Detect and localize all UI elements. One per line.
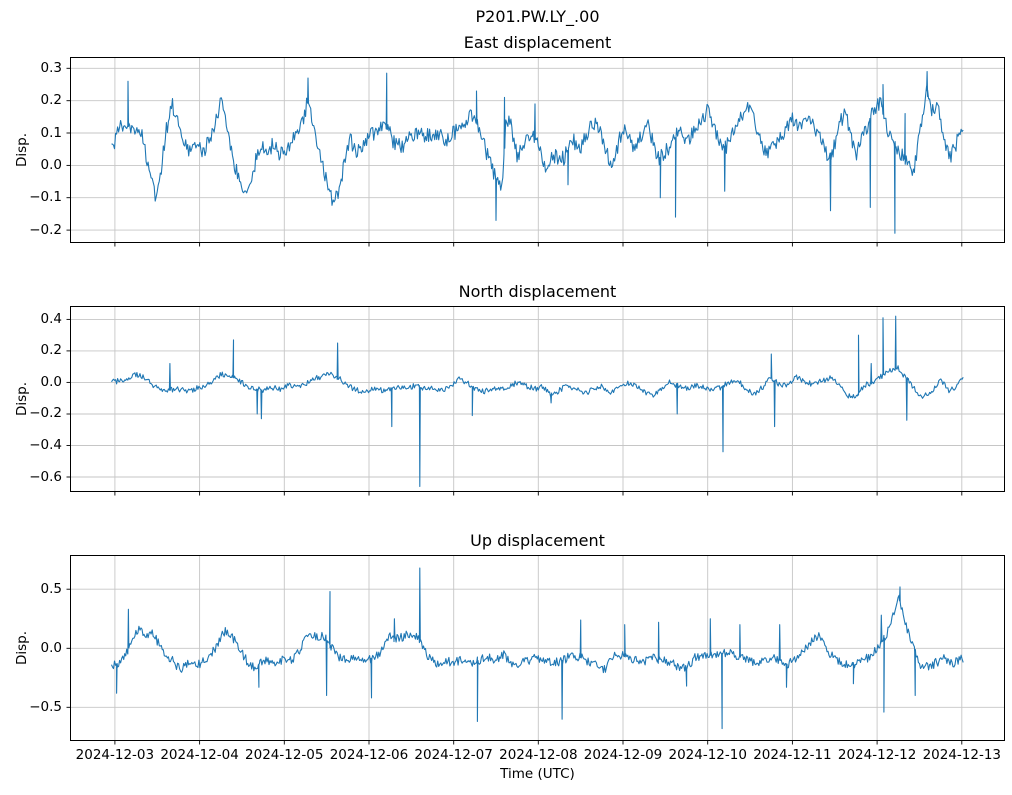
axes-border — [70, 306, 1005, 492]
subplot-east: East displacement Disp. 0.3 0.2 0.1 0.0 −0.1… — [14, 33, 1005, 247]
x-tick-label: 2024-12-09 — [583, 747, 663, 763]
subplot-title-east: East displacement — [463, 33, 612, 52]
subplot-title-up: Up displacement — [470, 531, 605, 550]
y-tick-label: 0.0 — [40, 639, 62, 656]
subplot-up: Up displacement Disp. 0.5 0.0 −0.5 2024-12-… — [14, 531, 1005, 763]
x-tick-label: 2024-12-03 — [75, 747, 155, 763]
plot-area-east — [66, 57, 1005, 247]
x-tick-label: 2024-12-05 — [245, 747, 324, 763]
figure-title: P201.PW.LY_.00 — [475, 7, 600, 26]
x-tick-label: 2024-12-04 — [160, 747, 239, 763]
plot-area-north — [66, 306, 1005, 496]
y-tick-label: 0.2 — [40, 342, 62, 359]
axes-border — [70, 555, 1005, 741]
y-tick-label: −0.4 — [29, 437, 62, 453]
y-tick-label: 0.2 — [40, 92, 62, 109]
subplot-title-north: North displacement — [458, 282, 617, 301]
x-tick-label: 2024-12-13 — [922, 747, 1002, 763]
y-tick-label: 0.3 — [40, 59, 62, 76]
x-tick-label: 2024-12-12 — [837, 747, 917, 763]
series-line — [111, 71, 964, 234]
y-tick-label: −0.5 — [29, 698, 62, 715]
y-tick-label: 0.5 — [40, 580, 62, 597]
y-tick-label: −0.6 — [29, 468, 62, 485]
subplot-north: North displacement Disp. 0.4 0.2 0.0 −0.2 −0… — [14, 282, 1005, 496]
y-tick-label: −0.1 — [29, 189, 62, 206]
y-tick-label: −0.2 — [29, 405, 62, 422]
y-tick-label: 0.4 — [40, 310, 62, 327]
y-tick-label: 0.1 — [40, 124, 62, 141]
y-tick-label: −0.2 — [29, 221, 62, 238]
x-tick-label: 2024-12-10 — [668, 747, 747, 763]
y-tick-label: 0.0 — [40, 156, 62, 173]
y-tick-label: 0.0 — [40, 373, 62, 390]
axes-border — [70, 57, 1005, 243]
series-line — [111, 315, 964, 488]
x-tick-label: 2024-12-11 — [753, 747, 832, 763]
plot-area-up — [66, 555, 1005, 745]
series-line — [110, 567, 964, 730]
x-tick-label: 2024-12-06 — [329, 747, 409, 763]
x-tick-label: 2024-12-07 — [414, 747, 493, 763]
x-tick-label: 2024-12-08 — [499, 747, 578, 763]
x-axis-label: Time (UTC) — [500, 766, 575, 782]
